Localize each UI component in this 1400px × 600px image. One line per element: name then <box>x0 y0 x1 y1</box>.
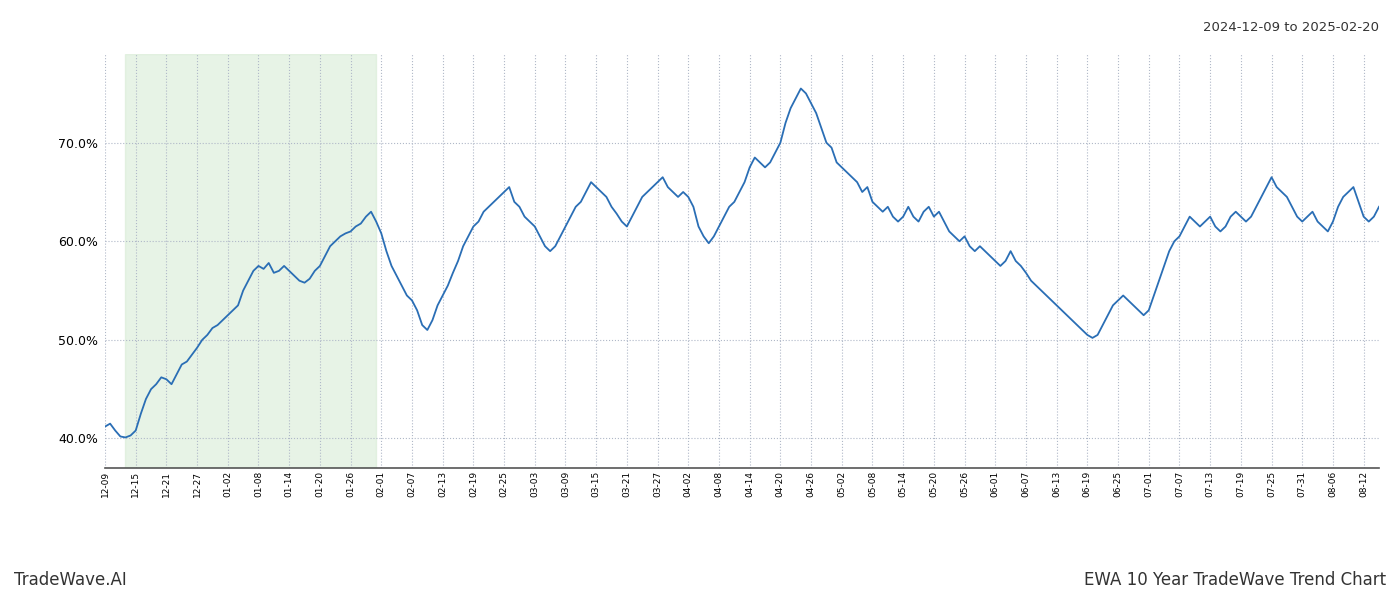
Text: TradeWave.AI: TradeWave.AI <box>14 571 127 589</box>
Text: EWA 10 Year TradeWave Trend Chart: EWA 10 Year TradeWave Trend Chart <box>1084 571 1386 589</box>
Text: 2024-12-09 to 2025-02-20: 2024-12-09 to 2025-02-20 <box>1203 21 1379 34</box>
Bar <box>126 54 377 468</box>
